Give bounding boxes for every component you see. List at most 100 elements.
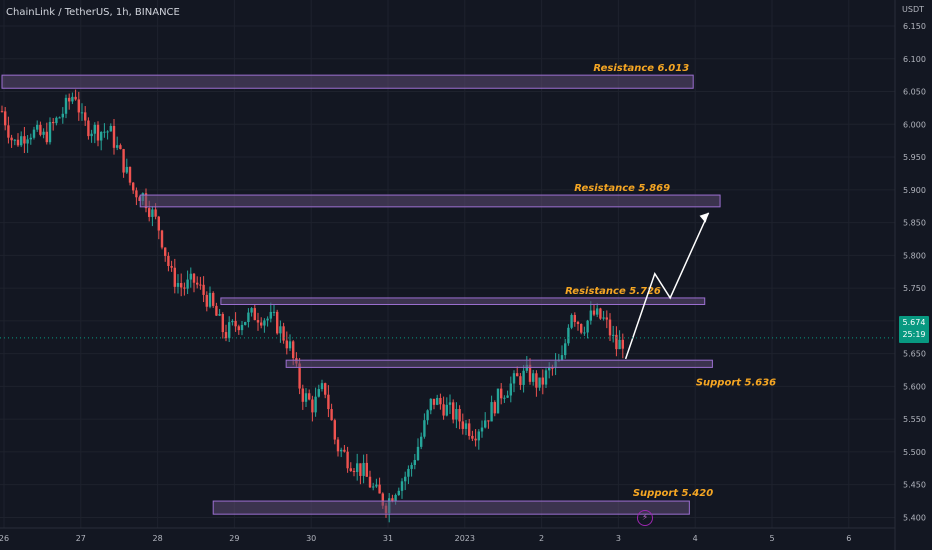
candle-body (189, 273, 192, 280)
candle-body (116, 145, 119, 148)
last-price-tag: 5.674 25:19 (899, 316, 929, 343)
candle-body (260, 322, 263, 326)
candle-body (247, 312, 250, 323)
x-tick-label: 4 (693, 534, 698, 543)
zone-band (285, 359, 713, 368)
candle-body (576, 321, 580, 325)
candle-body (509, 383, 512, 396)
candle-body (333, 420, 336, 440)
candle-body (538, 377, 541, 388)
candle-body (135, 190, 138, 198)
candle-body (186, 279, 189, 289)
candle-body (125, 166, 128, 173)
arrow-head (699, 212, 709, 223)
candle-body (356, 463, 359, 473)
candle-body (464, 423, 468, 429)
candle-body (544, 370, 548, 385)
candle-body (167, 255, 170, 266)
lightning-icon[interactable]: ⚡ (637, 510, 653, 526)
y-tick-label: 5.600 (903, 382, 926, 391)
candle-body (45, 131, 48, 143)
candle-body (541, 377, 544, 385)
candle-body (324, 383, 327, 395)
candle-body (365, 462, 368, 477)
candle-body (90, 133, 93, 137)
candle-body (519, 376, 522, 385)
candle-body (397, 490, 400, 495)
candle-body (592, 310, 596, 315)
candle-body (263, 320, 266, 326)
candle-body (359, 463, 362, 476)
candle-body (512, 373, 516, 384)
candle-body (612, 334, 615, 336)
candle-body (602, 317, 605, 319)
candle-body (74, 96, 77, 100)
y-tick-label: 6.000 (903, 120, 926, 129)
y-tick-label: 5.500 (903, 448, 926, 457)
candle-body (36, 124, 39, 130)
candle-body (132, 182, 135, 191)
x-tick-label: 27 (76, 534, 86, 543)
candle-body (432, 398, 436, 405)
x-tick-label: 30 (306, 534, 316, 543)
zone-label: Support 5.636 (696, 377, 776, 388)
candle-body (234, 320, 237, 327)
x-tick-label: 26 (0, 534, 9, 543)
chart-title: ChainLink / TetherUS, 1h, BINANCE (6, 7, 180, 18)
candle-body (288, 341, 292, 349)
candle-body (535, 373, 538, 388)
candle-body (436, 397, 439, 405)
candle-body (279, 326, 282, 334)
candle-body (48, 121, 52, 143)
candle-body (506, 395, 509, 398)
candle-body (493, 402, 496, 414)
candle-body (500, 388, 503, 399)
candle-body (468, 423, 471, 436)
candle-body (445, 404, 448, 416)
candle-body (410, 464, 413, 469)
candle-body (96, 124, 100, 141)
candle-body (240, 324, 244, 331)
candle-body (580, 324, 583, 333)
candle-body (567, 327, 570, 344)
candle-body (173, 267, 176, 287)
candle-body (618, 339, 621, 350)
candle-body (362, 462, 365, 476)
candle-body (458, 408, 461, 422)
y-tick-label: 5.800 (903, 251, 926, 260)
candle-body (343, 449, 346, 452)
candle-body (77, 99, 80, 113)
candle-body (282, 326, 285, 341)
last-price-value: 5.674 (902, 318, 926, 327)
candle-body (503, 397, 506, 399)
x-tick-label: 5 (769, 534, 774, 543)
candle-body (586, 320, 589, 333)
candle-body (532, 373, 535, 382)
candle-body (52, 121, 55, 124)
candle-body (103, 131, 106, 133)
y-tick-label: 5.850 (903, 219, 926, 228)
candle-body (285, 340, 288, 349)
candle-body (87, 120, 90, 137)
candle-body (292, 341, 295, 359)
candle-body (253, 308, 256, 321)
bar-countdown: 25:19 (902, 330, 926, 339)
zone-label: Support 5.420 (633, 488, 713, 499)
candle-body (176, 283, 180, 287)
candle-body (180, 283, 183, 288)
candle-body (208, 292, 212, 307)
candle-body (7, 125, 10, 138)
candle-body (93, 124, 96, 134)
x-tick-label: 31 (383, 534, 393, 543)
candle-body (407, 468, 410, 477)
candle-body (391, 498, 394, 502)
projection-group (624, 212, 710, 360)
candle-body (317, 389, 320, 397)
candle-body (301, 388, 304, 402)
candle-body (122, 149, 125, 173)
candle-body (320, 383, 324, 390)
zone-band (212, 500, 690, 515)
candle-body (426, 410, 429, 421)
y-tick-label: 5.550 (903, 415, 926, 424)
